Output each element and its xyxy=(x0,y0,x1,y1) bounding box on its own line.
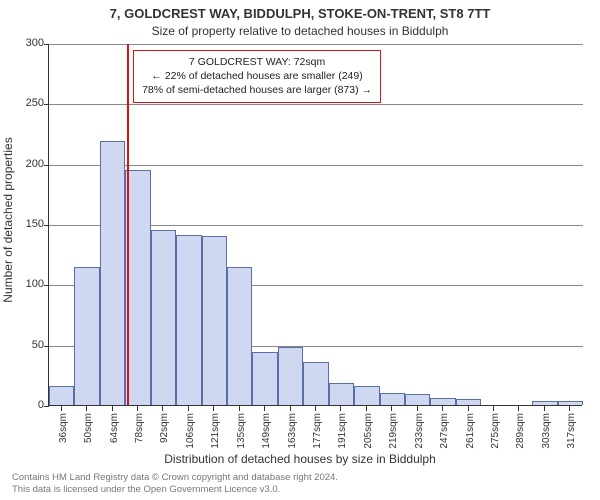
histogram-bar xyxy=(202,236,227,405)
x-tick-mark xyxy=(544,406,545,411)
gridline-h xyxy=(49,104,583,105)
y-tick-label: 150 xyxy=(4,218,44,230)
histogram-bar xyxy=(49,386,74,405)
x-tick-mark xyxy=(442,406,443,411)
x-tick-label: 163sqm xyxy=(287,413,298,449)
chart-container: { "header": { "address": "7, GOLDCREST W… xyxy=(0,0,600,500)
y-tick-label: 100 xyxy=(4,278,44,290)
x-tick-label: 303sqm xyxy=(541,413,552,449)
y-tick-mark xyxy=(44,104,49,105)
gridline-h xyxy=(49,44,583,45)
x-tick-mark xyxy=(188,406,189,411)
x-tick-label: 177sqm xyxy=(312,413,323,449)
x-tick-label: 205sqm xyxy=(363,413,374,449)
x-tick-mark xyxy=(290,406,291,411)
x-tick-label: 64sqm xyxy=(109,413,120,443)
x-tick-label: 317sqm xyxy=(566,413,577,449)
x-tick-mark xyxy=(340,406,341,411)
x-tick-mark xyxy=(468,406,469,411)
histogram-bar xyxy=(354,386,379,405)
histogram-bar xyxy=(558,401,583,405)
y-tick-label: 250 xyxy=(4,97,44,109)
callout-box: 7 GOLDCREST WAY: 72sqm ← 22% of detached… xyxy=(133,50,381,103)
x-tick-label: 191sqm xyxy=(337,413,348,449)
y-tick-mark xyxy=(44,165,49,166)
callout-line-3: 78% of semi-detached houses are larger (… xyxy=(142,83,372,97)
histogram-bar xyxy=(532,401,557,405)
histogram-bar xyxy=(151,230,176,405)
chart-title-address: 7, GOLDCREST WAY, BIDDULPH, STOKE-ON-TRE… xyxy=(0,6,600,21)
plot-area: 7 GOLDCREST WAY: 72sqm ← 22% of detached… xyxy=(48,44,582,406)
x-tick-mark xyxy=(569,406,570,411)
x-tick-label: 275sqm xyxy=(490,413,501,449)
x-tick-mark xyxy=(162,406,163,411)
x-tick-label: 106sqm xyxy=(185,413,196,449)
histogram-bar xyxy=(303,362,328,405)
x-tick-label: 121sqm xyxy=(210,413,221,449)
histogram-bar xyxy=(74,267,99,405)
x-tick-mark xyxy=(61,406,62,411)
marker-line xyxy=(127,44,129,405)
attribution-line-2: This data is licensed under the Open Gov… xyxy=(12,484,338,496)
x-tick-label: 78sqm xyxy=(134,413,145,443)
histogram-bar xyxy=(252,352,277,405)
histogram-bar xyxy=(405,394,430,405)
histogram-bar xyxy=(278,347,303,405)
x-tick-label: 247sqm xyxy=(439,413,450,449)
y-tick-label: 200 xyxy=(4,158,44,170)
x-tick-mark xyxy=(239,406,240,411)
x-tick-mark xyxy=(315,406,316,411)
attribution-line-1: Contains HM Land Registry data © Crown c… xyxy=(12,472,338,484)
x-tick-label: 261sqm xyxy=(465,413,476,449)
x-tick-label: 149sqm xyxy=(261,413,272,449)
x-tick-mark xyxy=(518,406,519,411)
x-tick-label: 36sqm xyxy=(58,413,69,443)
x-tick-mark xyxy=(417,406,418,411)
x-tick-mark xyxy=(493,406,494,411)
y-tick-mark xyxy=(44,44,49,45)
x-tick-label: 50sqm xyxy=(83,413,94,443)
attribution: Contains HM Land Registry data © Crown c… xyxy=(12,472,338,496)
x-tick-mark xyxy=(366,406,367,411)
chart-subtitle: Size of property relative to detached ho… xyxy=(0,24,600,38)
x-tick-mark xyxy=(264,406,265,411)
x-axis-label: Distribution of detached houses by size … xyxy=(0,452,600,466)
y-tick-mark xyxy=(44,285,49,286)
x-tick-label: 219sqm xyxy=(388,413,399,449)
y-tick-mark xyxy=(44,346,49,347)
x-tick-mark xyxy=(213,406,214,411)
x-tick-label: 92sqm xyxy=(159,413,170,443)
y-tick-mark xyxy=(44,225,49,226)
y-tick-label: 0 xyxy=(4,399,44,411)
x-tick-mark xyxy=(112,406,113,411)
y-tick-label: 50 xyxy=(4,339,44,351)
gridline-h xyxy=(49,165,583,166)
x-tick-label: 289sqm xyxy=(515,413,526,449)
histogram-bar xyxy=(456,399,481,405)
y-tick-label: 300 xyxy=(4,37,44,49)
histogram-bar xyxy=(125,170,150,405)
histogram-bar xyxy=(329,383,354,405)
x-tick-label: 233sqm xyxy=(414,413,425,449)
x-tick-mark xyxy=(391,406,392,411)
histogram-bar xyxy=(430,398,455,405)
callout-line-2: ← 22% of detached houses are smaller (24… xyxy=(142,69,372,83)
histogram-bar xyxy=(380,393,405,405)
histogram-bar xyxy=(100,141,125,405)
callout-line-1: 7 GOLDCREST WAY: 72sqm xyxy=(142,55,372,69)
histogram-bar xyxy=(227,267,252,405)
x-tick-mark xyxy=(86,406,87,411)
y-tick-mark xyxy=(44,406,49,407)
x-tick-label: 135sqm xyxy=(236,413,247,449)
x-tick-mark xyxy=(137,406,138,411)
histogram-bar xyxy=(176,235,201,405)
